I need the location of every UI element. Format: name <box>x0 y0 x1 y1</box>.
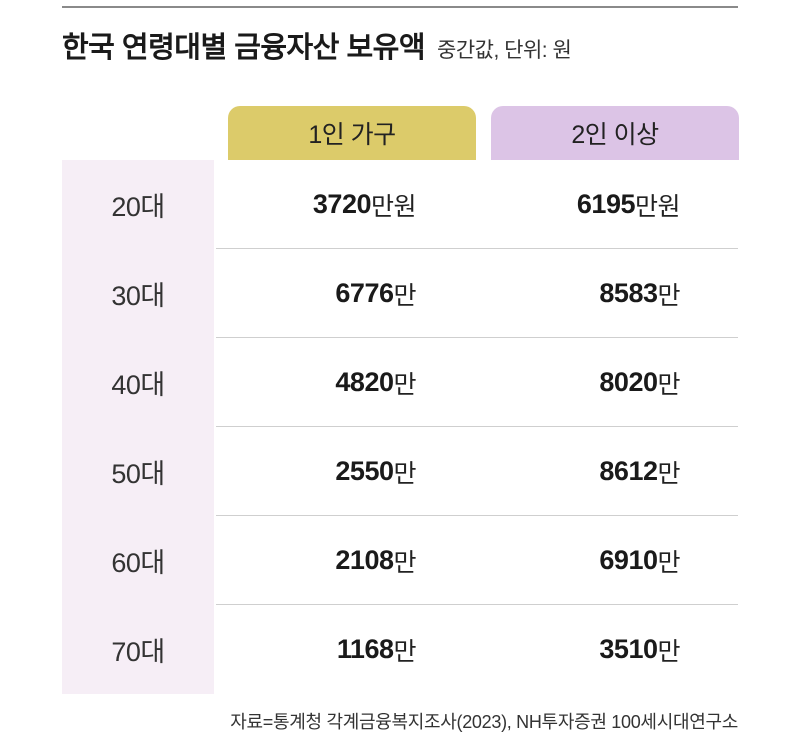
value-number: 6776 <box>335 278 394 308</box>
single-household-value: 6776 만 <box>228 249 416 338</box>
value-unit: 만원 <box>370 192 417 221</box>
value-number: 3510 <box>599 634 658 664</box>
value-number: 8020 <box>599 367 658 397</box>
age-label: 40대 <box>111 370 165 400</box>
value-unit: 만 <box>393 281 416 310</box>
row-divider <box>216 426 738 427</box>
value-number: 2550 <box>335 456 394 486</box>
value-number: 8583 <box>599 278 658 308</box>
age-label: 50대 <box>111 459 165 489</box>
value-number: 2108 <box>335 545 394 575</box>
age-label: 30대 <box>111 281 165 311</box>
value-unit: 만 <box>657 548 680 577</box>
table-row: 50대 2550 만 8612 만 <box>62 427 738 516</box>
row-divider <box>216 604 738 605</box>
value-unit: 만 <box>657 281 680 310</box>
age-label: 20대 <box>111 192 165 222</box>
table-row: 70대 1168 만 3510 만 <box>62 605 738 694</box>
column-header-single-label: 1인 가구 <box>308 121 396 149</box>
chart-subtitle: 중간값, 단위: 원 <box>437 39 572 62</box>
multi-household-value: 6910 만 <box>492 516 680 605</box>
value-number: 1168 <box>336 634 394 664</box>
value-number: 8612 <box>599 456 658 486</box>
value-unit: 만원 <box>634 192 681 221</box>
row-divider <box>216 515 738 516</box>
value-unit: 만 <box>657 370 680 399</box>
multi-household-value: 3510 만 <box>492 605 680 694</box>
value-unit: 만 <box>393 459 416 488</box>
multi-household-value: 8612 만 <box>492 427 680 516</box>
chart-title: 한국 연령대별 금융자산 보유액 <box>62 32 426 64</box>
value-unit: 만 <box>657 459 680 488</box>
multi-household-value: 8020 만 <box>492 338 680 427</box>
column-header-single: 1인 가구 <box>228 106 476 160</box>
single-household-value: 2108 만 <box>228 516 416 605</box>
multi-household-value: 6195 만원 <box>492 160 681 249</box>
value-unit: 만 <box>393 370 416 399</box>
value-unit: 만 <box>393 548 416 577</box>
value-unit: 만 <box>657 637 680 666</box>
single-household-value: 3720 만원 <box>228 160 417 249</box>
source-note: 자료=통계청 각계금융복지조사(2023), NH투자증권 100세시대연구소 <box>230 712 738 732</box>
single-household-value: 2550 만 <box>228 427 416 516</box>
table-row: 60대 2108 만 6910 만 <box>62 516 738 605</box>
single-household-value: 1168 만 <box>228 605 417 694</box>
table-row: 40대 4820 만 8020 만 <box>62 338 738 427</box>
row-divider <box>216 337 738 338</box>
value-number: 6195 <box>576 189 636 219</box>
top-rule <box>62 6 738 8</box>
column-header-multi: 2인 이상 <box>491 106 739 160</box>
single-household-value: 4820 만 <box>228 338 416 427</box>
table-row: 20대 3720 만원 6195 만원 <box>62 160 738 249</box>
age-column-background <box>62 160 214 694</box>
age-label: 70대 <box>111 637 165 667</box>
row-divider <box>216 248 738 249</box>
value-number: 3720 <box>312 189 372 219</box>
value-unit: 만 <box>393 637 416 666</box>
age-label: 60대 <box>111 548 165 578</box>
value-number: 4820 <box>335 367 394 397</box>
title-row: 한국 연령대별 금융자산 보유액 중간값, 단위: 원 <box>62 24 572 64</box>
table-row: 30대 6776 만 8583 만 <box>62 249 738 338</box>
value-number: 6910 <box>599 545 658 575</box>
multi-household-value: 8583 만 <box>492 249 680 338</box>
column-header-multi-label: 2인 이상 <box>571 121 659 149</box>
